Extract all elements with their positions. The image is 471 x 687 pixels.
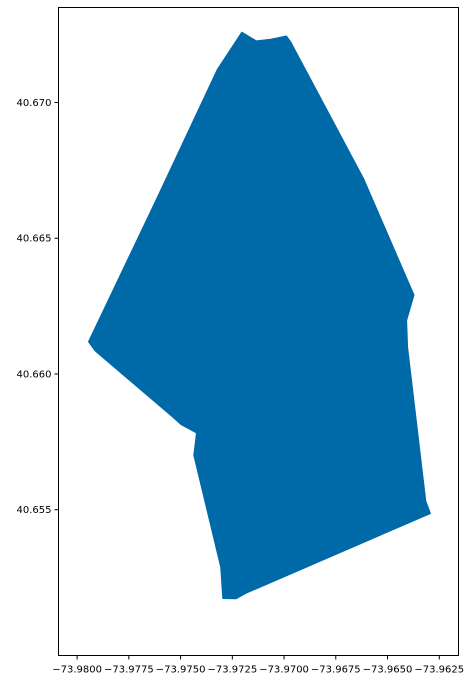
y-tick-label: 40.660 [17,369,52,380]
y-tick-label: 40.655 [17,505,52,516]
axes-frame [58,7,459,656]
x-tick-label: −73.9700 [259,665,309,676]
y-tick-label: 40.670 [17,98,52,109]
x-tick-label: −73.9625 [414,665,464,676]
y-tick-label: 40.665 [17,234,52,245]
x-tick-label: −73.9725 [207,665,257,676]
x-tick-label: −73.9750 [156,665,206,676]
x-tick-label: −73.9775 [104,665,154,676]
x-tick-label: −73.9675 [311,665,361,676]
region-polygon [88,31,431,600]
x-tick-label: −73.9650 [363,665,413,676]
y-axis: 40.655 40.660 40.665 40.670 [17,98,59,516]
x-axis: −73.9800 −73.9775 −73.9750 −73.9725 −73.9700… [52,655,464,676]
data-layer [88,31,431,600]
x-tick-label: −73.9800 [52,665,102,676]
